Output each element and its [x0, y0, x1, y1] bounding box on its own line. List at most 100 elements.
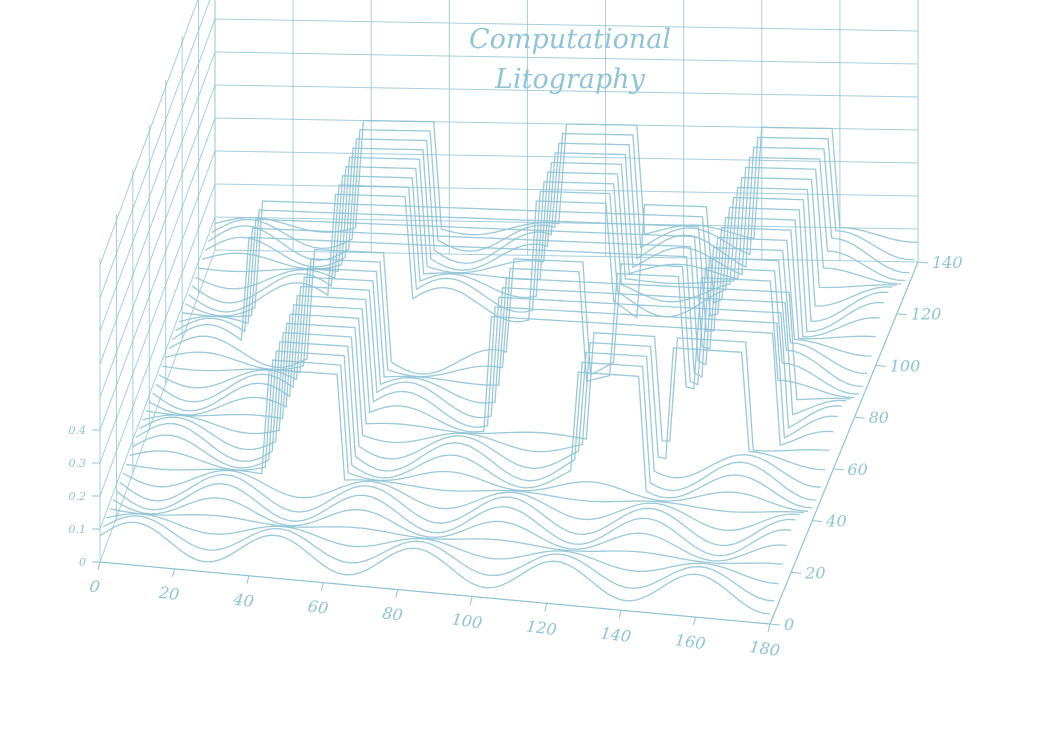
surface-line	[214, 119, 919, 243]
chart-title: Computational Litography	[469, 24, 671, 95]
surface-line	[126, 368, 804, 514]
y-tick-mark	[833, 468, 844, 471]
y-tick-mark	[917, 261, 929, 264]
grid-line	[99, 84, 216, 398]
axis-line	[769, 261, 919, 625]
surface-line	[135, 341, 817, 501]
y-tick-label: 120	[911, 305, 942, 324]
surface-line	[158, 276, 847, 416]
y-tick-mark	[769, 623, 781, 626]
grid-line	[99, 150, 216, 464]
x-tick-label: 20	[157, 582, 181, 604]
y-tick-label: 100	[890, 356, 921, 375]
y-axis-ticks: 0 20 40 60 80 100 120 140	[769, 253, 963, 634]
surface-line	[148, 304, 834, 447]
y-tick-mark	[791, 571, 802, 574]
grid-line	[214, 183, 919, 197]
surface-line	[155, 285, 842, 429]
surface-line	[175, 227, 868, 375]
surface-line	[116, 483, 792, 557]
y-tick-mark	[875, 364, 886, 367]
x-tick-mark	[767, 623, 771, 633]
surface-line	[168, 248, 859, 395]
x-tick-label: 0	[88, 576, 101, 596]
surface-line	[102, 515, 775, 602]
z-axis-ticks: 0 0.1 0.2 0.3 0.4	[69, 424, 100, 569]
x-tick-label: 180	[748, 637, 781, 660]
axes	[99, 261, 919, 625]
x-axis-ticks: 0 20 40 60 80 100 120 140 160 180	[88, 561, 781, 660]
grid-line	[214, 84, 919, 98]
y-tick-label: 80	[869, 408, 889, 427]
surface-line	[204, 147, 906, 282]
x-tick-mark	[693, 616, 697, 626]
surface-line	[185, 200, 880, 338]
x-tick-mark	[171, 568, 175, 578]
x-tick-label: 100	[451, 609, 484, 632]
grid-line	[99, 51, 216, 365]
y-tick-mark	[812, 520, 823, 523]
x-tick-label: 120	[525, 616, 558, 639]
surface-line	[106, 513, 779, 585]
grid-line	[99, 0, 199, 266]
x-tick-mark	[395, 589, 399, 598]
surface-line	[119, 473, 796, 547]
surface-line	[129, 359, 809, 512]
surface-line	[211, 129, 914, 261]
surface-line	[191, 184, 889, 322]
grid-line	[99, 0, 211, 299]
y-tick-label: 60	[847, 460, 867, 479]
y-tick-label: 0	[784, 615, 794, 634]
surface-line	[132, 350, 813, 509]
y-tick-mark	[896, 313, 907, 316]
y-tick-mark	[854, 416, 865, 419]
surface-line	[201, 156, 902, 285]
surface-line	[182, 209, 876, 340]
surface-line	[99, 521, 771, 615]
y-tick-label: 20	[804, 563, 825, 582]
chart-title-line-1: Computational	[469, 24, 671, 55]
surface-line	[109, 508, 783, 565]
surface-line	[165, 258, 855, 399]
x-tick-mark	[469, 596, 473, 605]
surface-line	[139, 331, 821, 488]
surface-contours	[99, 119, 919, 615]
surface-line	[145, 313, 830, 452]
y-tick-label: 140	[932, 253, 963, 272]
surface-line	[112, 497, 787, 562]
surface-line	[152, 294, 838, 440]
z-tick-label: 0.1	[69, 523, 87, 536]
grid-line	[214, 249, 919, 263]
x-tick-mark	[246, 575, 250, 584]
grid-line	[99, 216, 216, 530]
z-tick-label: 0.3	[69, 457, 87, 470]
surface-line	[208, 138, 910, 274]
x-tick-label: 140	[599, 623, 632, 646]
surface-line	[178, 218, 872, 357]
x-tick-label: 60	[307, 596, 330, 618]
x-tick-mark	[544, 603, 548, 612]
surface-line	[122, 469, 800, 531]
z-tick-label: 0.2	[69, 490, 87, 503]
x-tick-mark	[320, 582, 324, 591]
x-tick-label: 160	[674, 630, 707, 653]
grid-line	[99, 18, 216, 332]
grid-line	[99, 117, 216, 431]
axis-line	[99, 561, 771, 625]
x-tick-label: 40	[231, 589, 255, 611]
grid-line	[214, 18, 919, 32]
z-tick-label: 0.4	[69, 424, 87, 437]
x-tick-mark	[97, 561, 101, 571]
back-grid	[99, 0, 919, 563]
surface-line	[188, 193, 885, 333]
y-tick-label: 40	[825, 512, 846, 531]
z-tick-label: 0	[79, 556, 86, 569]
x-tick-mark	[618, 610, 622, 619]
surface-line	[142, 322, 826, 471]
grid-line	[214, 216, 919, 230]
surface-line	[171, 236, 864, 388]
grid-line	[214, 51, 919, 65]
grid-line	[99, 183, 216, 497]
x-tick-label: 80	[381, 603, 404, 625]
